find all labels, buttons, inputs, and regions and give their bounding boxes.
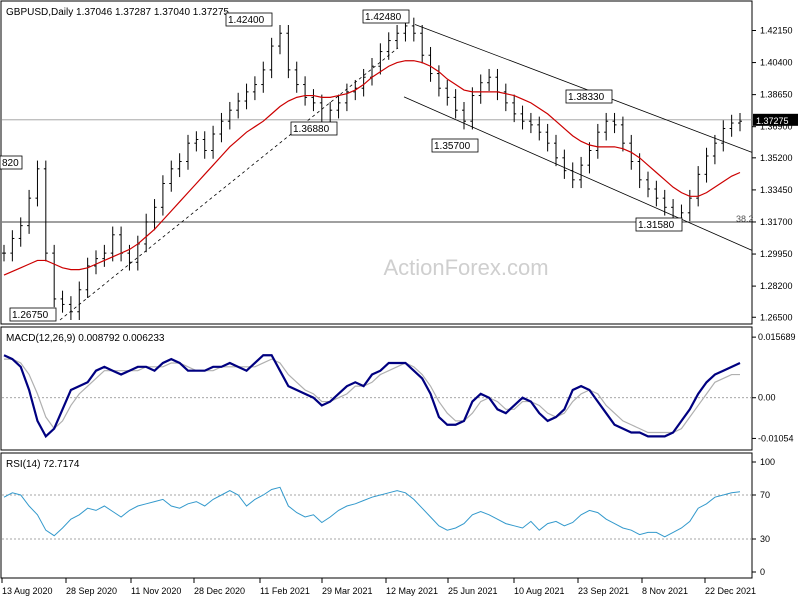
- macd-line: [3, 354, 741, 439]
- x-tick-label: 29 Mar 2021: [322, 586, 373, 596]
- price-annotation-box: [431, 138, 479, 153]
- price-annotation-box: [565, 89, 613, 104]
- price-ytick-label: 1.26500: [760, 312, 793, 322]
- rsi-ytick-label: 100: [760, 457, 775, 467]
- price-annotation-label: 1.35700: [434, 141, 471, 152]
- channel-upper-trendline: [414, 24, 753, 153]
- fib-label: 38.2: [736, 214, 754, 224]
- price-annotation-label: 1.26750: [12, 310, 49, 321]
- x-tick-label: 22 Dec 2021: [705, 586, 756, 596]
- x-tick-label: 10 Aug 2021: [514, 586, 565, 596]
- rsi-line: [3, 486, 741, 538]
- chart-marks: 1.42150 1.40400 1.38650 1.36900 1.35200 1.334…: [0, 9, 798, 596]
- price-annotation-box: [362, 9, 410, 24]
- price-ytick-label: 1.28200: [760, 281, 793, 291]
- macd-signal-line: [4, 358, 740, 434]
- x-tick-label: 8 Nov 2021: [642, 586, 688, 596]
- current-price-box: [753, 113, 798, 126]
- rsi-ytick-label: 0: [760, 567, 765, 577]
- price-annotation-label: 1.42400: [228, 15, 265, 26]
- price-ytick-label: 1.38650: [760, 90, 793, 100]
- macd-panel-title: MACD(12,26,9) 0.008792 0.006233: [6, 333, 165, 344]
- price-ytick-label: 1.31700: [760, 217, 793, 227]
- price-ytick-label: 1.33450: [760, 185, 793, 195]
- x-tick-label: 11 Nov 2020: [131, 586, 181, 596]
- price-annotation-box: [0, 155, 23, 170]
- price-annotation-label: 1.31580: [638, 220, 675, 231]
- channel-lower-trendline: [403, 96, 753, 251]
- price-annotation-label: 820: [2, 158, 19, 169]
- price-annotation-box: [9, 307, 57, 322]
- watermark: ActionForex.com: [383, 255, 548, 280]
- macd-ytick-label: 0.015689: [758, 332, 796, 342]
- price-ytick-label: 1.29950: [760, 249, 793, 259]
- price-ytick-label: 1.42150: [760, 25, 793, 35]
- x-tick-label: 23 Sep 2021: [578, 586, 629, 596]
- rsi-panel-frame: [0, 452, 753, 579]
- moving-average-line: [3, 60, 741, 276]
- rsi-panel-title: RSI(14) 72.7174: [6, 459, 80, 470]
- price-annotation-label: 1.38330: [568, 92, 605, 103]
- x-tick-label: 13 Aug 2020: [2, 586, 53, 596]
- price-annotation-box: [225, 12, 273, 27]
- price-annotation-box: [290, 121, 338, 136]
- price-annotation-label: 1.36880: [293, 124, 330, 135]
- macd-ytick-label: -0.01054: [758, 433, 794, 443]
- price-ytick-label: 1.40400: [760, 58, 793, 68]
- macd-panel-frame: [0, 326, 753, 451]
- x-tick-label: 11 Feb 2021: [260, 586, 310, 596]
- rsi-ytick-label: 70: [760, 490, 770, 500]
- price-annotation-box: [635, 217, 683, 232]
- rising-support-trendline: [59, 47, 399, 321]
- x-tick-label: 12 May 2021: [386, 586, 438, 596]
- macd-ytick-label: 0.00: [758, 393, 776, 403]
- price-ytick-label: 1.35200: [760, 153, 793, 163]
- rsi-ytick-label: 30: [760, 534, 770, 544]
- price-panel-title: GBPUSD,Daily 1.37046 1.37287 1.37040 1.3…: [6, 7, 229, 18]
- x-tick-label: 28 Dec 2020: [194, 586, 245, 596]
- price-ytick-label: 1.36900: [760, 122, 793, 132]
- price-annotation-label: 1.42480: [365, 12, 402, 23]
- x-tick-label: 28 Sep 2020: [66, 586, 117, 596]
- x-tick-label: 25 Jun 2021: [448, 586, 498, 596]
- current-price-label: 1.37275: [756, 116, 789, 126]
